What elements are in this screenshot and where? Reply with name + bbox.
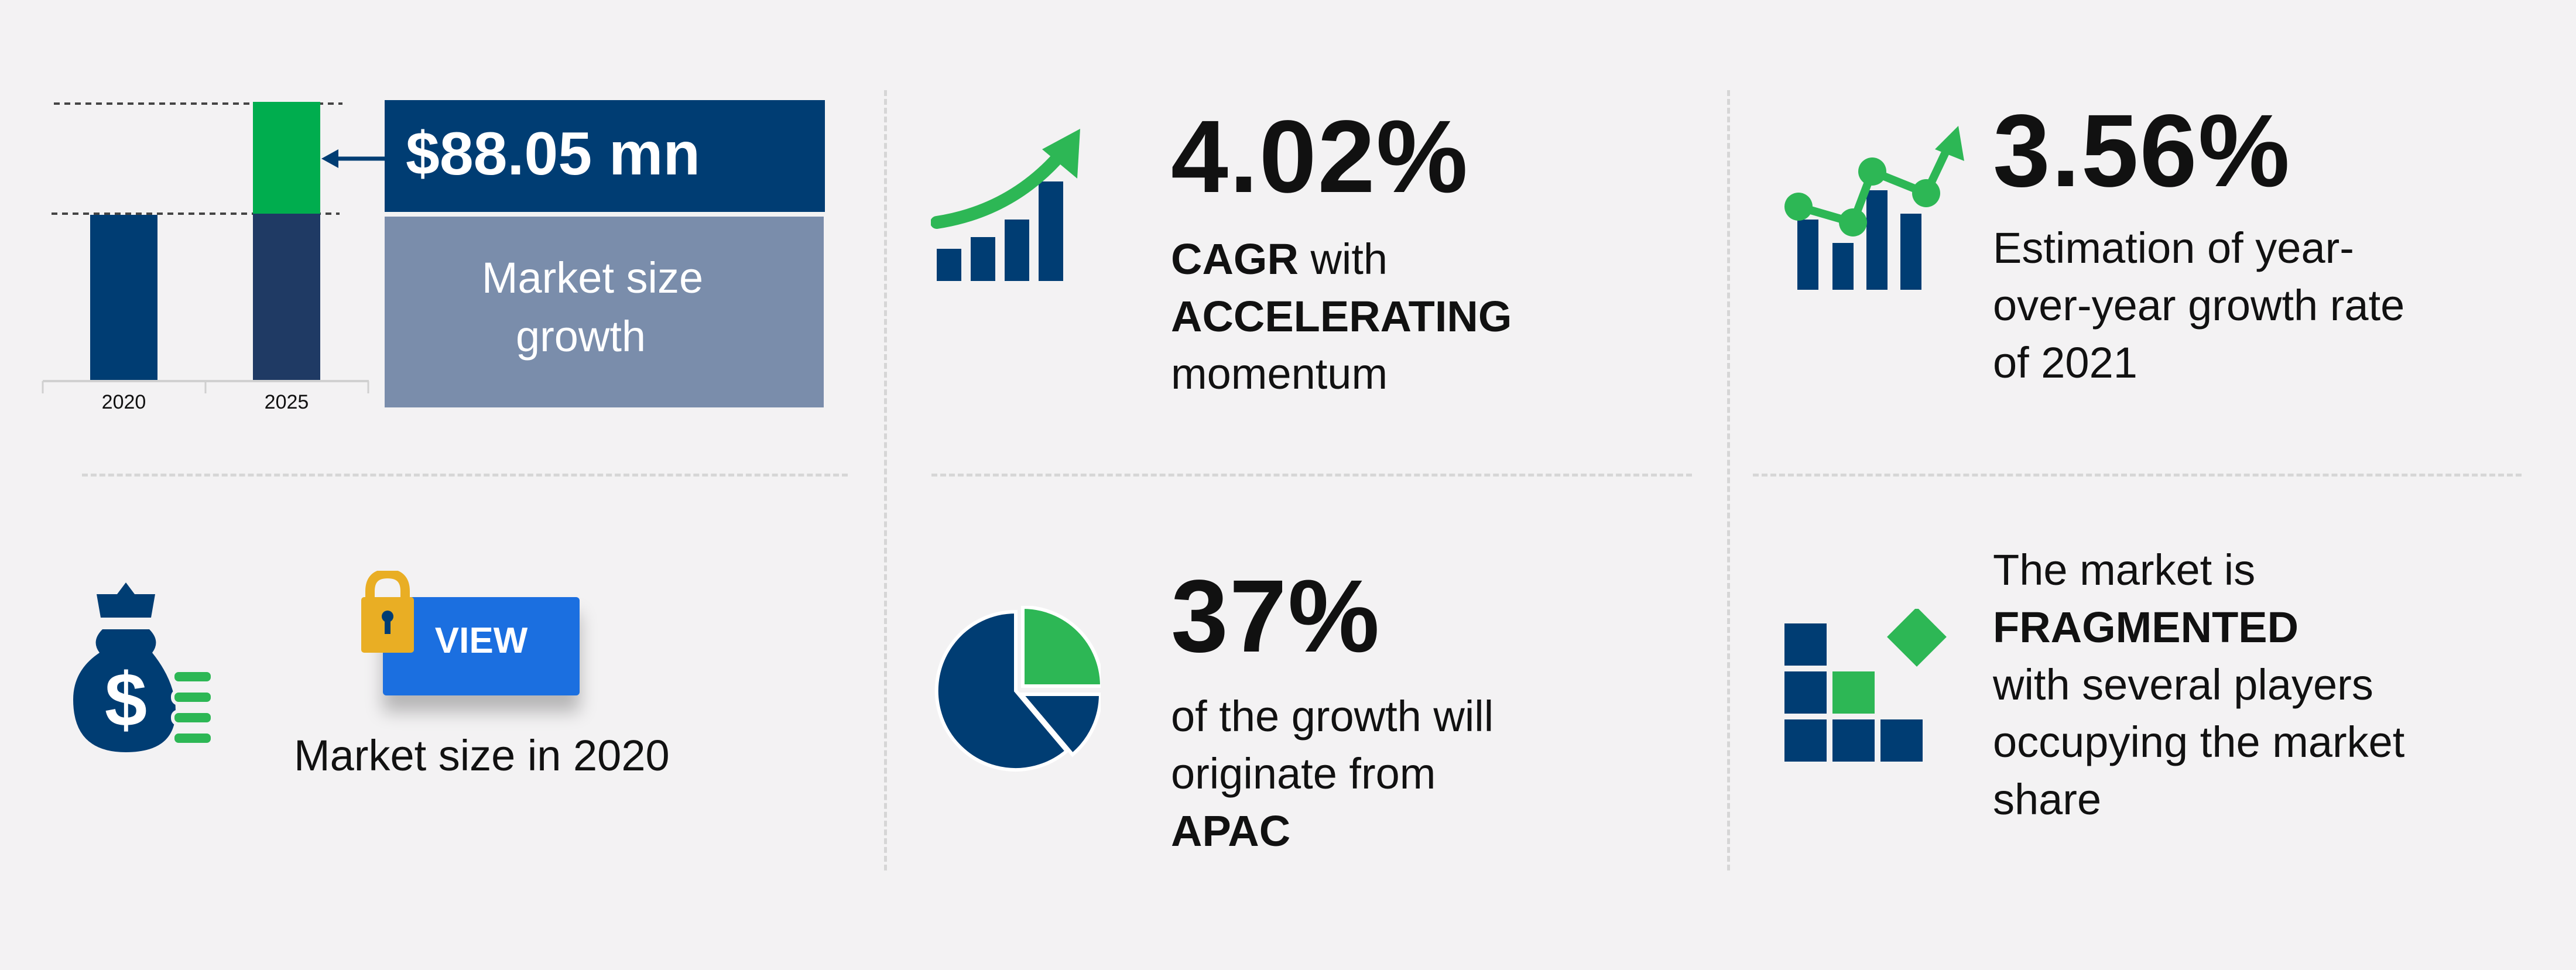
label-box: Market size growth bbox=[385, 217, 824, 407]
vertical-divider bbox=[884, 90, 887, 870]
region-description: of the growth will originate from APAC bbox=[1171, 692, 1494, 855]
market-size-caption: Market size in 2020 bbox=[294, 731, 670, 780]
market-growth-label: Market size growth bbox=[481, 253, 704, 361]
vertical-divider bbox=[1727, 90, 1730, 870]
yoy-value: 3.56% bbox=[1993, 94, 2291, 208]
market-growth-value: $88.05 mn bbox=[406, 120, 700, 188]
lock-icon bbox=[361, 571, 414, 653]
region-value: 37% bbox=[1171, 559, 1381, 674]
yoy-description: Estimation of year- over-year growth rat… bbox=[1993, 224, 2405, 387]
line-bar-chart-icon bbox=[1784, 126, 1964, 290]
fragmented-blocks-icon bbox=[1784, 609, 1947, 762]
x-tick-label: 2025 bbox=[264, 391, 309, 413]
money-bag-icon: $ bbox=[73, 582, 214, 752]
bar-2020 bbox=[90, 215, 157, 381]
view-button[interactable]: VIEW bbox=[383, 597, 580, 695]
bar-2025-increment bbox=[253, 102, 320, 214]
pie-slice-highlight bbox=[1021, 606, 1101, 688]
vendor-description: The market is FRAGMENTED with several pl… bbox=[1993, 546, 2405, 824]
pie-slice bbox=[934, 609, 1070, 772]
bar-2025-base bbox=[253, 214, 320, 381]
value-box: $88.05 mn bbox=[385, 100, 825, 212]
x-tick-label: 2020 bbox=[101, 391, 146, 413]
arrow-head-icon bbox=[321, 149, 338, 168]
cagr-description: CAGR with ACCELERATING momentum bbox=[1171, 235, 1512, 398]
horizontal-divider bbox=[82, 474, 848, 477]
pie-slice bbox=[1018, 693, 1101, 758]
pie-chart-icon bbox=[934, 606, 1101, 772]
cagr-value: 4.02% bbox=[1171, 100, 1469, 214]
horizontal-divider bbox=[1753, 474, 2522, 477]
market-growth-bar-chart bbox=[42, 102, 386, 393]
horizontal-divider bbox=[931, 474, 1692, 477]
growth-bar-chart-arrow-icon bbox=[931, 129, 1080, 281]
svg-text:$: $ bbox=[105, 657, 147, 742]
